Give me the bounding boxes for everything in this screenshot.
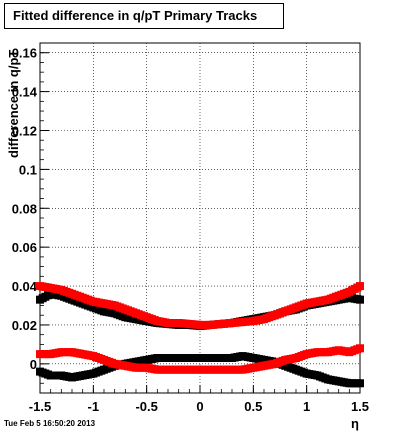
y-tick-label: 0.16 xyxy=(12,46,37,61)
data-points xyxy=(36,282,364,388)
x-tick-label: -0.5 xyxy=(135,399,157,414)
timestamp: Tue Feb 5 16:50:20 2013 xyxy=(4,419,96,428)
data-point xyxy=(356,295,364,304)
x-axis-label: η xyxy=(351,416,359,431)
chart-title: Fitted difference in q/pT Primary Tracks xyxy=(4,3,284,29)
y-tick-label: 0.04 xyxy=(12,279,38,294)
x-tick-label: -1 xyxy=(88,399,100,414)
y-axis-label: difference in q/pT xyxy=(6,50,21,158)
x-tick-label: 0 xyxy=(196,399,203,414)
x-tick-label: 0.5 xyxy=(244,399,262,414)
x-tick-label: 1 xyxy=(303,399,310,414)
y-tick-label: 0.12 xyxy=(12,124,37,139)
data-point xyxy=(356,379,364,388)
data-point xyxy=(356,282,364,291)
y-tick-label: 0.02 xyxy=(12,318,37,333)
data-point xyxy=(356,344,364,353)
x-tick-label: 1.5 xyxy=(351,399,369,414)
y-tick-label: 0.08 xyxy=(12,201,37,216)
y-tick-label: 0.06 xyxy=(12,240,37,255)
x-tick-label: -1.5 xyxy=(29,399,51,414)
tick-labels: -1.5 -1 -0.5 0 0.5 1 1.5 0 0.02 0.04 0.06 0.08 0.1 0.… xyxy=(12,46,369,414)
y-tick-label: 0.1 xyxy=(19,162,37,177)
y-tick-label: 0 xyxy=(30,357,37,372)
y-tick-label: 0.14 xyxy=(12,85,38,100)
grid xyxy=(40,43,360,393)
